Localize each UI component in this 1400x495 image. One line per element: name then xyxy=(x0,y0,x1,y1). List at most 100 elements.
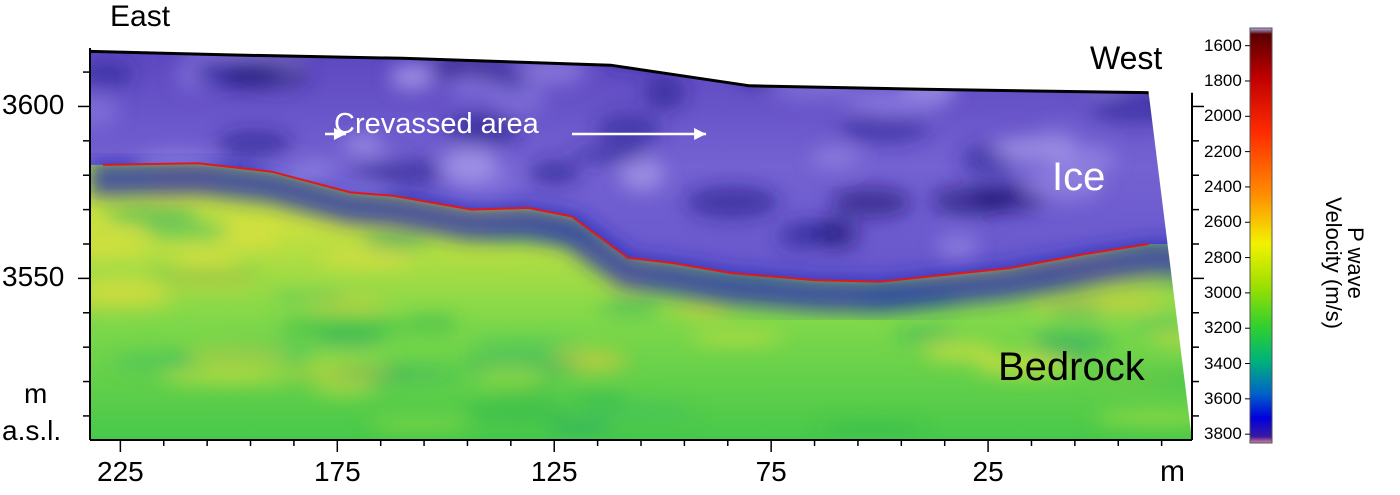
colorbar-tick-label: 2600 xyxy=(1204,212,1242,232)
bedrock-texture-blob xyxy=(974,353,1076,377)
colorbar-tick-label: 3200 xyxy=(1204,318,1242,338)
ice-texture-blob xyxy=(936,233,980,259)
ice-texture-blob xyxy=(490,80,546,116)
colorbar-tick-label: 1800 xyxy=(1204,70,1242,90)
bedrock-texture-blob xyxy=(672,301,734,318)
bedrock-texture-blob xyxy=(310,383,376,395)
ice-texture-blob xyxy=(778,221,820,251)
bedrock-texture-blob xyxy=(281,367,394,380)
colorbar xyxy=(1249,27,1273,444)
ice-texture-blob xyxy=(596,112,661,148)
x-tick-label: 225 xyxy=(97,456,144,487)
ice-texture-blob xyxy=(90,94,120,128)
transition-band xyxy=(90,160,1192,313)
ice-texture-blob xyxy=(931,185,1016,216)
ice-texture-blob xyxy=(810,146,861,168)
colorbar-tick-label: 3800 xyxy=(1204,424,1242,444)
ice-texture-blob xyxy=(1038,124,1079,144)
bedrock-texture-blob xyxy=(90,238,150,255)
bedrock-texture-blob xyxy=(318,252,415,267)
ice-texture-blob xyxy=(1154,85,1192,117)
colorbar-tick-label: 2800 xyxy=(1204,247,1242,267)
bedrock-texture-blob xyxy=(923,342,999,361)
y-axis-unit-line2: a.s.l. xyxy=(2,415,62,446)
ice-texture-blob xyxy=(571,146,648,165)
ice-texture-blob xyxy=(389,68,434,91)
ice-texture-blob xyxy=(440,147,498,181)
bedrock-texture-blob xyxy=(186,344,290,369)
ice-texture-blob xyxy=(840,112,929,143)
ice-texture-blob xyxy=(90,60,134,88)
ice-texture-blob xyxy=(715,51,789,63)
bedrock-texture-blob xyxy=(818,421,924,436)
direction-label-west: West xyxy=(1090,40,1163,76)
ice-texture-blob xyxy=(292,160,337,184)
colorbar-tick-label: 3400 xyxy=(1204,353,1242,373)
surface-line xyxy=(89,49,1149,95)
colorbar-tick-label: 2000 xyxy=(1204,106,1242,126)
ice-texture-blob xyxy=(1024,166,1104,202)
colorbar-title-line2: Velocity (m/s) xyxy=(1321,196,1346,330)
x-tick-label: 125 xyxy=(530,456,578,487)
bedrock-texture-blob xyxy=(222,230,283,245)
y-tick-label: 3600 xyxy=(2,89,65,121)
ice-texture-blob xyxy=(343,135,384,154)
ice-texture-blob xyxy=(792,51,830,60)
bedrock-texture-blob xyxy=(1030,330,1113,352)
y-axis-unit-line1: m xyxy=(24,378,48,409)
colorbar-tick-label: 1600 xyxy=(1204,35,1242,55)
bedrock-texture-blob xyxy=(567,390,628,408)
ice-texture-blob xyxy=(620,157,665,192)
bedrock-texture-blob xyxy=(584,403,696,420)
x-axis-unit: m xyxy=(1160,455,1185,488)
bedrock-texture-blob xyxy=(271,292,350,303)
ice-texture-blob xyxy=(685,185,780,220)
x-tick-label: 75 xyxy=(755,456,787,487)
bedrock-texture-blob xyxy=(546,418,614,435)
bedrock-texture-blob xyxy=(1046,303,1105,316)
ice-texture-blob xyxy=(643,75,686,110)
ice-texture-blob xyxy=(447,74,504,101)
arrow-head xyxy=(694,127,707,140)
bedrock-texture-blob xyxy=(90,279,167,297)
colorbar-tick-label: 2400 xyxy=(1204,176,1242,196)
bedrock-texture-blob xyxy=(170,252,241,269)
bedrock-texture-blob xyxy=(895,328,958,342)
ice-texture-blob xyxy=(812,218,860,250)
region-label-ice: Ice xyxy=(1052,155,1106,199)
ice-texture-blob xyxy=(529,160,581,185)
axes xyxy=(78,48,1204,452)
bedrock-texture-blob xyxy=(105,206,200,225)
bedrock-texture-blob xyxy=(1093,407,1192,429)
bedrock-texture-blob xyxy=(465,338,582,353)
bedrock-texture-blob xyxy=(162,370,294,385)
bedrock-texture-blob xyxy=(459,400,572,423)
ice-texture-blob xyxy=(375,159,444,185)
ice-texture-blob xyxy=(350,163,396,181)
bedrock-texture-blob xyxy=(403,314,460,334)
ice-texture-blob xyxy=(516,56,588,86)
ice-texture-blob xyxy=(224,60,310,90)
bedrock-texture-blob xyxy=(689,331,784,344)
x-tick-label: 25 xyxy=(972,456,1004,487)
ice-texture-blob xyxy=(426,59,504,79)
ice-texture-blob xyxy=(216,130,292,157)
bedrock-texture-blob xyxy=(144,269,263,281)
colorbar-tick-label: 2200 xyxy=(1204,141,1242,161)
ice-texture-blob xyxy=(1091,94,1181,124)
bedrock-texture-blob xyxy=(367,418,472,431)
bedrock-texture-blob xyxy=(600,300,661,315)
ice-texture-blob xyxy=(810,58,892,85)
y-tick-label: 3550 xyxy=(2,261,65,293)
bedrock-texture-blob xyxy=(278,316,409,340)
colorbar-ticks xyxy=(1245,45,1250,435)
arrow-head xyxy=(333,127,346,140)
colorbar-tick-label: 3600 xyxy=(1204,388,1242,408)
ice-bedrock-interface-line xyxy=(102,162,1149,283)
bedrock-texture-blob xyxy=(479,366,546,388)
crevassed-area-arrows xyxy=(325,127,707,140)
bedrock-texture-blob xyxy=(1132,319,1192,333)
ice-texture-blob xyxy=(737,59,789,85)
region-label-bedrock: Bedrock xyxy=(998,345,1145,389)
